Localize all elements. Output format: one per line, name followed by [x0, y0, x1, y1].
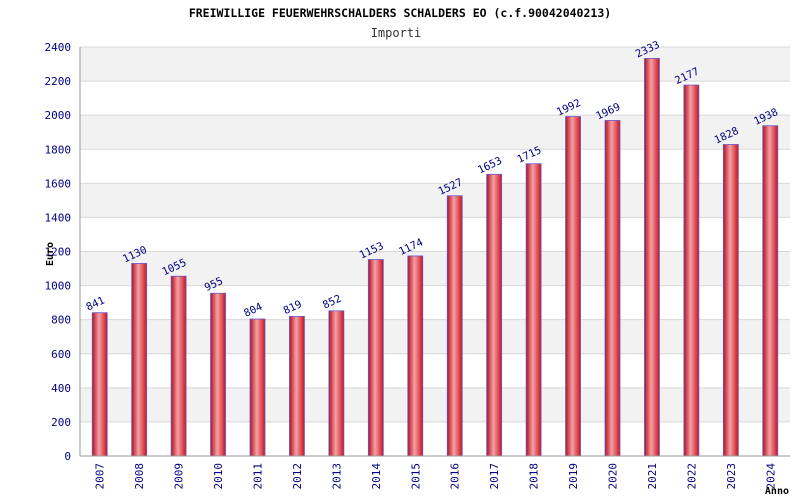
bars-group — [91, 58, 779, 457]
y-tick-label: 2000 — [45, 109, 72, 122]
bar-2015 — [407, 255, 424, 457]
bar-2013 — [328, 310, 345, 457]
y-tick-label: 800 — [51, 314, 71, 327]
data-label: 804 — [242, 301, 264, 320]
y-tick-label: 1200 — [45, 246, 72, 259]
y-tick-label: 200 — [51, 416, 71, 429]
x-tick-label: 2011 — [252, 463, 265, 490]
axes — [79, 47, 790, 457]
bar-2018 — [525, 163, 542, 457]
grid-band — [80, 319, 790, 354]
bar-2022 — [683, 84, 700, 457]
y-tick-label: 400 — [51, 382, 71, 395]
x-tick-label: 2024 — [764, 463, 777, 490]
grid-band — [80, 251, 790, 286]
bar-2008 — [131, 263, 148, 457]
x-axis-label: Anno — [765, 486, 789, 497]
y-tick-label: 2400 — [45, 41, 72, 54]
y-tick-labels: 0 200 400 600 800 1000 1200 1400 1600 1800 2000 220… — [45, 41, 72, 463]
data-label: 819 — [282, 298, 304, 317]
grid-band — [80, 115, 790, 150]
bar-2010 — [210, 292, 226, 457]
x-tick-label: 2023 — [725, 463, 738, 490]
y-tick-label: 0 — [64, 450, 71, 463]
y-tick-label: 2200 — [45, 75, 72, 88]
data-label: 1653 — [476, 155, 504, 177]
y-axis-label: Euro — [45, 242, 56, 266]
bar-2021 — [644, 58, 660, 457]
x-tick-label: 2014 — [370, 463, 383, 490]
x-tick-label: 2019 — [567, 463, 580, 490]
chart-title: FREIWILLIGE FEUERWEHRSCHALDERS SCHALDERS… — [189, 6, 611, 20]
chart-subtitle: Importi — [371, 26, 422, 40]
x-tick-label: 2017 — [488, 463, 501, 490]
bar-2009 — [170, 275, 187, 457]
x-tick-label: 2022 — [685, 463, 698, 490]
data-label: 852 — [321, 293, 343, 312]
y-tick-label: 1600 — [45, 177, 72, 190]
bar-2020 — [604, 120, 621, 457]
x-tick-label: 2009 — [173, 463, 186, 490]
bar-2019 — [565, 116, 581, 457]
x-tick-label: 2015 — [409, 463, 422, 490]
grid-band — [80, 183, 790, 218]
grid-band — [80, 387, 790, 422]
grid-bands — [80, 47, 790, 422]
x-tick-label: 2016 — [449, 463, 462, 490]
x-tick-labels: 2007 2008 2009 2010 2011 2012 2013 2014 2015 2016… — [94, 463, 778, 490]
bar-2024 — [762, 125, 779, 457]
bar-2012 — [289, 316, 305, 457]
x-tick-label: 2012 — [291, 463, 304, 490]
x-tick-label: 2007 — [94, 463, 107, 490]
y-tick-label: 1400 — [45, 211, 72, 224]
bar-2017 — [486, 173, 503, 457]
x-tick-label: 2021 — [646, 463, 659, 490]
bar-2011 — [249, 318, 266, 457]
y-tick-label: 1000 — [45, 280, 72, 293]
x-tick-label: 2010 — [212, 463, 225, 490]
x-tick-label: 2020 — [607, 463, 620, 490]
bar-2016 — [446, 195, 463, 457]
x-tick-label: 2018 — [528, 463, 541, 490]
y-tick-label: 1800 — [45, 143, 72, 156]
bar-2007 — [91, 312, 108, 457]
grid-band — [80, 47, 790, 82]
y-tick-label: 600 — [51, 348, 71, 361]
x-tick-label: 2008 — [133, 463, 146, 490]
bar-2014 — [367, 259, 384, 457]
data-label: 841 — [84, 295, 106, 314]
x-tick-label: 2013 — [330, 463, 343, 490]
bar-2023 — [722, 144, 739, 457]
